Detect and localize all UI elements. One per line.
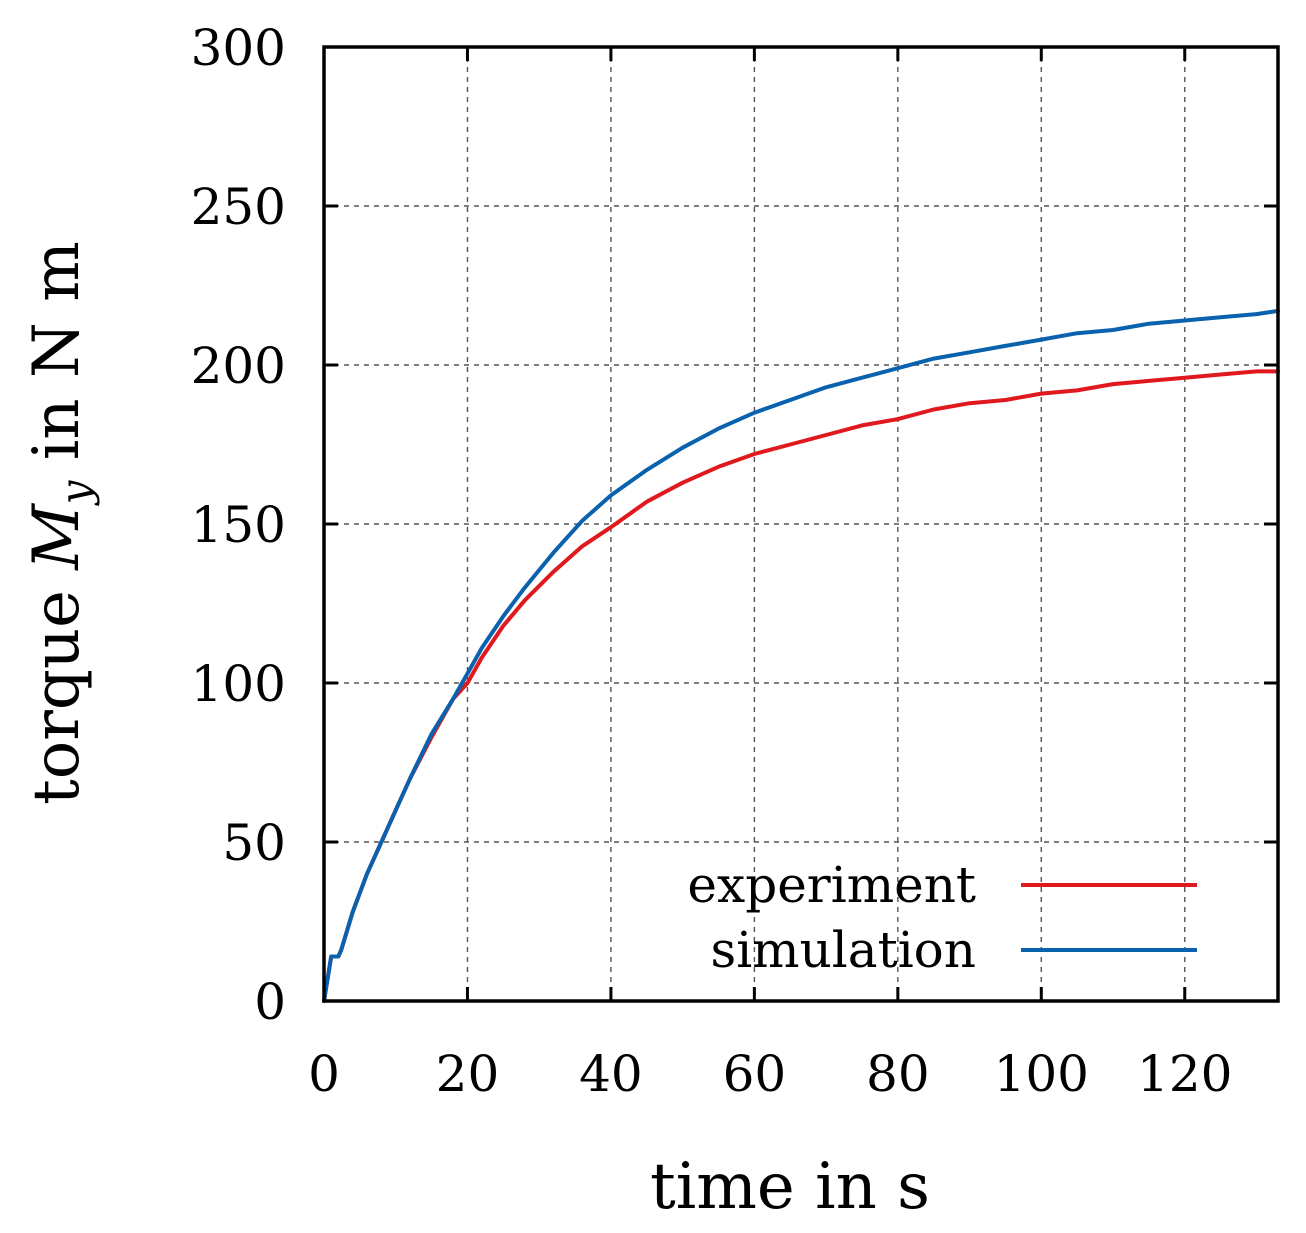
y-tick-label: 0 bbox=[254, 973, 286, 1031]
x-tick-labels: 0 20 40 60 80 100 120 bbox=[308, 1045, 1232, 1103]
y-axis-title-subscript: y bbox=[51, 479, 100, 506]
plot-frame bbox=[322, 45, 1280, 1003]
y-tick-labels: 0 50 100 150 200 250 300 bbox=[191, 19, 286, 1031]
y-axis-title-prefix: torque bbox=[20, 570, 94, 805]
x-tick-label: 0 bbox=[308, 1045, 340, 1103]
x-tick-label: 100 bbox=[994, 1045, 1089, 1103]
y-axis-title-symbol: M bbox=[20, 503, 94, 571]
y-tick-label: 200 bbox=[191, 337, 286, 395]
y-tick-label: 50 bbox=[222, 814, 286, 872]
x-tick-label: 120 bbox=[1137, 1045, 1232, 1103]
legend: experiment simulation bbox=[687, 856, 1197, 979]
legend-label-experiment: experiment bbox=[687, 856, 976, 914]
x-axis-title: time in s bbox=[650, 1150, 930, 1224]
x-tick-label: 80 bbox=[866, 1045, 930, 1103]
y-tick-label: 300 bbox=[191, 19, 286, 77]
y-axis-title-suffix: in N m bbox=[20, 241, 94, 480]
y-tick-label: 250 bbox=[191, 178, 286, 236]
x-tick-label: 40 bbox=[579, 1045, 643, 1103]
grid bbox=[324, 47, 1278, 1001]
y-axis-title: torque My in N m bbox=[20, 241, 100, 805]
series-lines bbox=[322, 308, 1280, 1003]
y-tick-label: 150 bbox=[191, 496, 286, 554]
y-tick-label: 100 bbox=[191, 655, 286, 713]
legend-label-simulation: simulation bbox=[711, 921, 976, 979]
series-line-simulation bbox=[322, 308, 1280, 1003]
x-tick-label: 20 bbox=[436, 1045, 500, 1103]
x-tick-label: 60 bbox=[723, 1045, 787, 1103]
